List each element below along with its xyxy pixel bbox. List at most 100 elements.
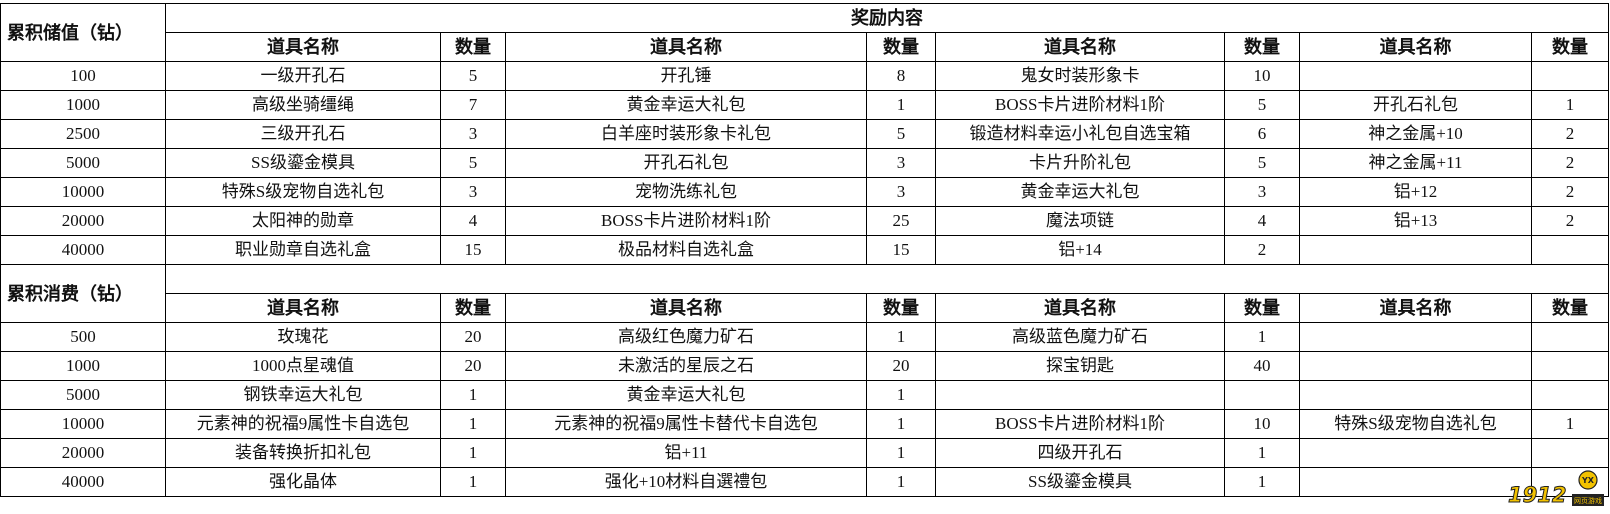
item-name-cell [1299, 235, 1532, 265]
item-name-cell: 四级开孔石 [935, 438, 1225, 468]
item-quantity-cell: 5 [1224, 90, 1300, 120]
table-row: 5000 SS级鎏金模具 5 开孔石礼包 3 卡片升阶礼包 5 神之金属+11 2 [0, 148, 1609, 178]
table-row: 20000 装备转换折扣礼包 1 铝+11 1 四级开孔石 1 [0, 438, 1609, 468]
section-title-row: 累积消费（钻） [0, 264, 1609, 323]
item-quantity-cell: 20 [866, 351, 936, 381]
item-quantity-cell: 1 [1531, 90, 1609, 120]
item-quantity-cell: 2 [1224, 235, 1300, 265]
item-quantity-cell: 2 [1531, 206, 1609, 236]
item-quantity-cell: 5 [440, 148, 506, 178]
item-name-cell: 铝+14 [935, 235, 1225, 265]
item-name-cell: 特殊S级宠物自选礼包 [165, 177, 441, 207]
column-header-item-name: 道具名称 [165, 32, 441, 62]
table-row: 10000 特殊S级宠物自选礼包 3 宠物洗练礼包 3 黄金幸运大礼包 3 铝+12 2 [0, 177, 1609, 207]
item-quantity-cell: 5 [1224, 148, 1300, 178]
threshold-cell: 5000 [0, 148, 166, 178]
item-quantity-cell [1531, 61, 1609, 91]
column-header-quantity: 数量 [1224, 32, 1300, 62]
item-name-cell: 黄金幸运大礼包 [505, 90, 867, 120]
item-name-cell: 装备转换折扣礼包 [165, 438, 441, 468]
item-name-cell: 未激活的星辰之石 [505, 351, 867, 381]
item-quantity-cell: 3 [1224, 177, 1300, 207]
item-name-cell: 一级开孔石 [165, 61, 441, 91]
item-name-cell: 神之金属+10 [1299, 119, 1532, 149]
item-name-cell: 鬼女时装形象卡 [935, 61, 1225, 91]
column-header-quantity: 数量 [1531, 32, 1609, 62]
column-header-item-name: 道具名称 [1299, 32, 1532, 62]
column-header-quantity: 数量 [1531, 293, 1609, 323]
item-quantity-cell: 1 [866, 322, 936, 352]
item-quantity-cell: 4 [440, 206, 506, 236]
threshold-cell: 5000 [0, 380, 166, 410]
threshold-cell: 2500 [0, 119, 166, 149]
section-title: 奖励内容 [165, 3, 1609, 33]
item-quantity-cell: 2 [1531, 119, 1609, 149]
table-row: 500 玫瑰花 20 高级红色魔力矿石 1 高级蓝色魔力矿石 1 [0, 322, 1609, 352]
item-name-cell: 高级红色魔力矿石 [505, 322, 867, 352]
item-name-cell: 极品材料自选礼盒 [505, 235, 867, 265]
item-name-cell [935, 380, 1225, 410]
column-header-item-name: 道具名称 [1299, 293, 1532, 323]
item-quantity-cell: 10 [1224, 61, 1300, 91]
section-title [165, 264, 1609, 294]
item-quantity-cell: 40 [1224, 351, 1300, 381]
item-quantity-cell: 25 [866, 206, 936, 236]
threshold-cell: 1000 [0, 351, 166, 381]
table-row: 40000 强化晶体 1 强化+10材料自選禮包 1 SS级鎏金模具 1 [0, 467, 1609, 497]
item-quantity-cell: 1 [866, 409, 936, 439]
item-quantity-cell: 4 [1224, 206, 1300, 236]
threshold-cell: 20000 [0, 438, 166, 468]
item-quantity-cell [1531, 235, 1609, 265]
item-quantity-cell: 7 [440, 90, 506, 120]
item-name-cell: SS级鎏金模具 [935, 467, 1225, 497]
threshold-cell: 40000 [0, 235, 166, 265]
item-quantity-cell: 1 [866, 438, 936, 468]
item-name-cell: 高级蓝色魔力矿石 [935, 322, 1225, 352]
item-quantity-cell: 8 [866, 61, 936, 91]
item-name-cell: 钢铁幸运大礼包 [165, 380, 441, 410]
table-row: 10000 元素神的祝福9属性卡自选包 1 元素神的祝福9属性卡替代卡自选包 1 BOSS… [0, 409, 1609, 439]
svg-text:网页游戏: 网页游戏 [1574, 496, 1602, 505]
item-quantity-cell: 2 [1531, 148, 1609, 178]
section-label: 累积储值（钻） [0, 3, 166, 62]
item-name-cell [1299, 322, 1532, 352]
item-quantity-cell: 1 [866, 90, 936, 120]
item-name-cell: 开孔石礼包 [505, 148, 867, 178]
svg-text:YX: YX [1581, 476, 1595, 485]
item-name-cell: 白羊座时装形象卡礼包 [505, 119, 867, 149]
column-header-item-name: 道具名称 [505, 293, 867, 323]
item-name-cell: BOSS卡片进阶材料1阶 [935, 409, 1225, 439]
item-quantity-cell: 10 [1224, 409, 1300, 439]
item-name-cell: 元素神的祝福9属性卡自选包 [165, 409, 441, 439]
threshold-cell: 40000 [0, 467, 166, 497]
column-header-quantity: 数量 [866, 32, 936, 62]
item-quantity-cell: 1 [866, 380, 936, 410]
item-name-cell [1299, 380, 1532, 410]
column-header-item-name: 道具名称 [165, 293, 441, 323]
item-quantity-cell: 15 [866, 235, 936, 265]
item-name-cell: BOSS卡片进阶材料1阶 [505, 206, 867, 236]
item-name-cell: 1000点星魂值 [165, 351, 441, 381]
item-name-cell: 宠物洗练礼包 [505, 177, 867, 207]
column-header-quantity: 数量 [440, 32, 506, 62]
table-row: 1000 1000点星魂值 20 未激活的星辰之石 20 探宝钥匙 40 [0, 351, 1609, 381]
item-name-cell: SS级鎏金模具 [165, 148, 441, 178]
item-quantity-cell: 2 [1531, 177, 1609, 207]
column-header-quantity: 数量 [440, 293, 506, 323]
section-title-row: 累积储值（钻） 奖励内容 [0, 3, 1609, 62]
threshold-cell: 10000 [0, 409, 166, 439]
item-quantity-cell: 1 [1224, 438, 1300, 468]
item-quantity-cell [1531, 322, 1609, 352]
item-name-cell: 特殊S级宠物自选礼包 [1299, 409, 1532, 439]
column-header-row: 道具名称 数量 道具名称 数量 道具名称 数量 道具名称 数量 [1, 293, 1609, 323]
item-name-cell: 神之金属+11 [1299, 148, 1532, 178]
item-name-cell: 高级坐骑缰绳 [165, 90, 441, 120]
column-header-quantity: 数量 [1224, 293, 1300, 323]
item-quantity-cell [1531, 351, 1609, 381]
svg-text:1912: 1912 [1508, 483, 1566, 507]
item-name-cell: 锻造材料幸运小礼包自选宝箱 [935, 119, 1225, 149]
item-quantity-cell: 15 [440, 235, 506, 265]
item-quantity-cell: 1 [440, 438, 506, 468]
item-name-cell: 铝+12 [1299, 177, 1532, 207]
item-name-cell: 玫瑰花 [165, 322, 441, 352]
